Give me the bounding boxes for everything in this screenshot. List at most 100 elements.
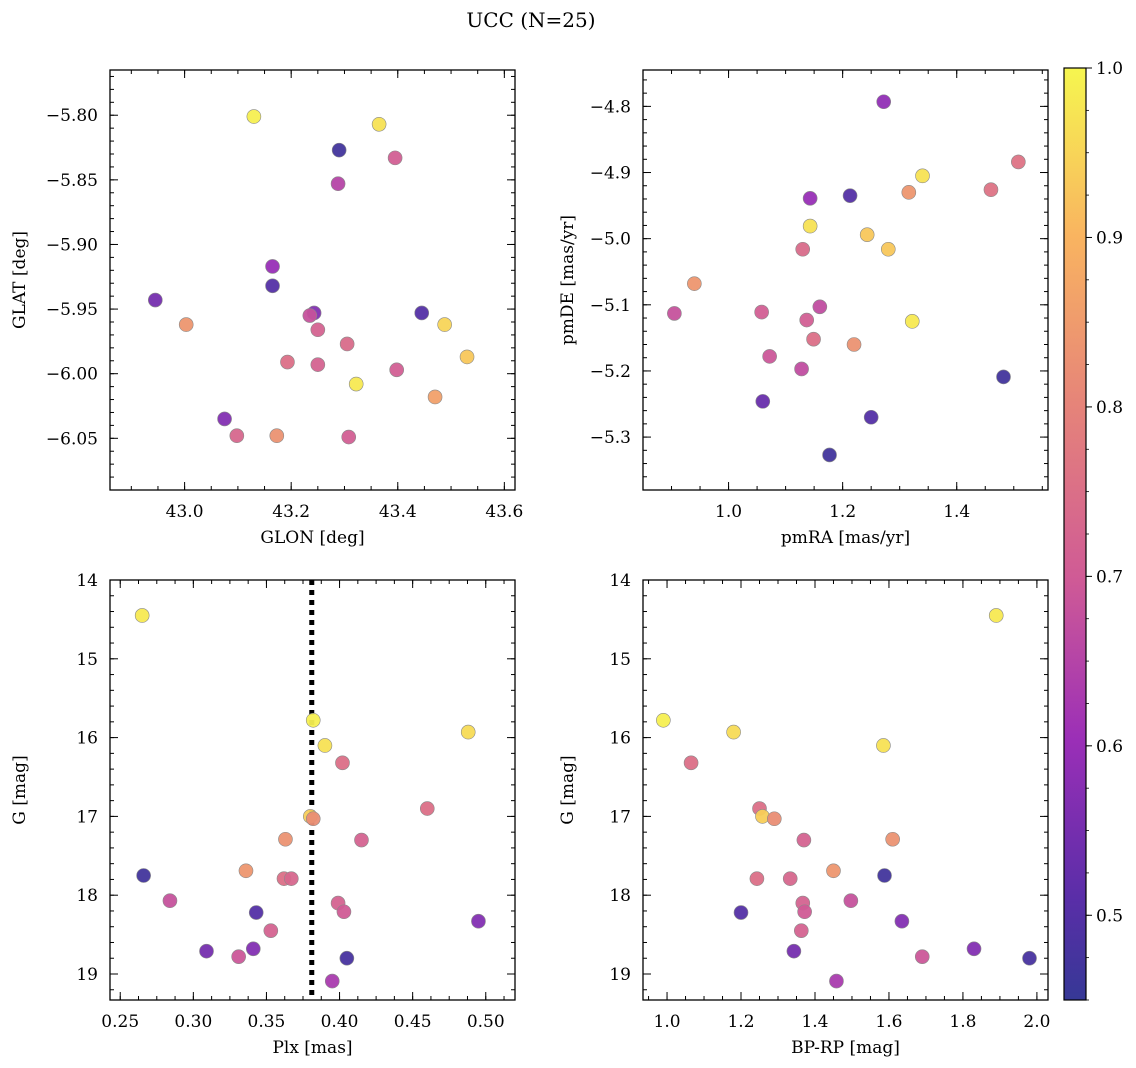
data-point — [749, 871, 765, 886]
data-point — [876, 738, 891, 753]
y-axis-label: G [mag] — [558, 755, 578, 824]
data-point — [786, 943, 802, 959]
x-tick-label: 0.25 — [101, 1012, 139, 1032]
data-point — [134, 608, 150, 623]
data-point — [419, 801, 435, 816]
colorbar-tick-label: 0.9 — [1096, 228, 1123, 248]
x-axis-label: pmRA [mas/yr] — [781, 528, 910, 548]
y-tick-label: −5.90 — [46, 235, 98, 255]
y-tick-label: −5.95 — [46, 300, 98, 320]
data-point — [983, 182, 999, 198]
data-point — [1011, 154, 1026, 170]
axes-frame — [109, 579, 516, 1001]
data-point — [471, 913, 486, 929]
data-point — [136, 868, 151, 883]
y-tick-label: 14 — [76, 571, 98, 591]
data-point — [877, 868, 892, 883]
y-tick-label: 16 — [609, 729, 631, 749]
colorbar-tick-label: 0.8 — [1096, 398, 1123, 418]
data-point — [829, 973, 844, 989]
data-point — [199, 943, 214, 959]
data-point — [427, 389, 443, 405]
data-point — [217, 411, 232, 427]
data-point — [414, 305, 430, 321]
data-point — [278, 831, 293, 847]
x-axis-label: BP-RP [mag] — [791, 1038, 900, 1058]
data-point — [755, 394, 771, 409]
data-point — [797, 904, 812, 920]
x-tick-label: 1.4 — [801, 1012, 828, 1032]
data-point — [726, 724, 741, 740]
y-axis-label: GLAT [deg] — [10, 231, 30, 329]
data-point — [302, 308, 318, 323]
data-point — [310, 322, 326, 338]
data-point — [1022, 950, 1037, 966]
y-tick-label: 15 — [76, 650, 98, 670]
data-point — [460, 724, 476, 740]
x-tick-label: 0.40 — [321, 1012, 359, 1032]
y-tick-label: −4.8 — [590, 97, 631, 117]
data-point — [147, 292, 163, 308]
x-tick-label: 43.6 — [485, 502, 523, 522]
y-tick-label: 18 — [609, 886, 631, 906]
data-point — [348, 376, 364, 392]
data-point — [859, 227, 875, 242]
x-tick-label: 0.35 — [248, 1012, 286, 1032]
data-point — [812, 299, 828, 315]
y-tick-label: −5.80 — [46, 106, 98, 126]
colorbar-tick-label: 0.5 — [1096, 906, 1123, 926]
data-point — [245, 941, 261, 957]
data-point — [310, 357, 326, 372]
panel-2: 1.0 1.2 1.4 −4.8 −4.9 −5.0 −5.1 −5.2 −5.3 pmRA [m… — [558, 69, 1049, 548]
data-point — [335, 755, 350, 771]
data-point — [842, 188, 858, 203]
data-point — [269, 428, 285, 444]
data-point — [843, 893, 859, 909]
data-point — [894, 913, 910, 929]
y-tick-label: −6.00 — [46, 365, 98, 385]
y-tick-label: 18 — [76, 886, 98, 906]
data-point — [795, 241, 811, 257]
data-point — [822, 447, 837, 463]
data-point — [762, 349, 777, 364]
data-point — [782, 871, 798, 886]
x-tick-label: 0.50 — [467, 1012, 505, 1032]
data-point — [389, 362, 404, 378]
y-tick-label: −5.2 — [590, 362, 631, 382]
data-point — [231, 949, 246, 964]
y-tick-label: −5.0 — [590, 230, 631, 250]
panel-1: 43.0 43.2 43.4 43.6 −5.80 −5.85 −5.90 −5.95 −6.0… — [10, 69, 523, 548]
data-point — [755, 809, 770, 824]
y-tick-label: 17 — [609, 807, 631, 827]
x-tick-label: 0.45 — [394, 1012, 432, 1032]
data-point — [371, 116, 387, 132]
data-point — [339, 950, 355, 966]
data-point — [683, 755, 699, 771]
colorbar-tick-label: 1.0 — [1096, 59, 1123, 79]
y-tick-label: 19 — [76, 965, 98, 985]
x-tick-label: 2.0 — [1023, 1012, 1050, 1032]
data-point — [863, 409, 879, 425]
data-point — [265, 278, 280, 294]
x-tick-label: 1.0 — [715, 502, 742, 522]
axes-frame — [642, 69, 1049, 491]
data-point — [317, 738, 333, 753]
data-point — [904, 314, 920, 329]
data-point — [796, 832, 812, 848]
x-axis-label: GLON [deg] — [260, 528, 364, 548]
x-tick-label: 43.4 — [379, 502, 417, 522]
data-point — [988, 608, 1004, 623]
data-point — [339, 336, 355, 352]
y-tick-label: 16 — [76, 729, 98, 749]
data-point — [280, 354, 295, 370]
data-point — [966, 941, 982, 957]
x-tick-label: 1.2 — [829, 502, 856, 522]
y-tick-label: 14 — [609, 571, 631, 591]
y-tick-label: −6.05 — [46, 429, 98, 449]
x-tick-label: 1.8 — [949, 1012, 976, 1032]
data-point — [305, 712, 321, 728]
data-point — [802, 218, 818, 234]
data-point — [178, 317, 194, 332]
colorbar-tick-label: 0.7 — [1096, 567, 1123, 587]
data-point — [238, 863, 254, 879]
